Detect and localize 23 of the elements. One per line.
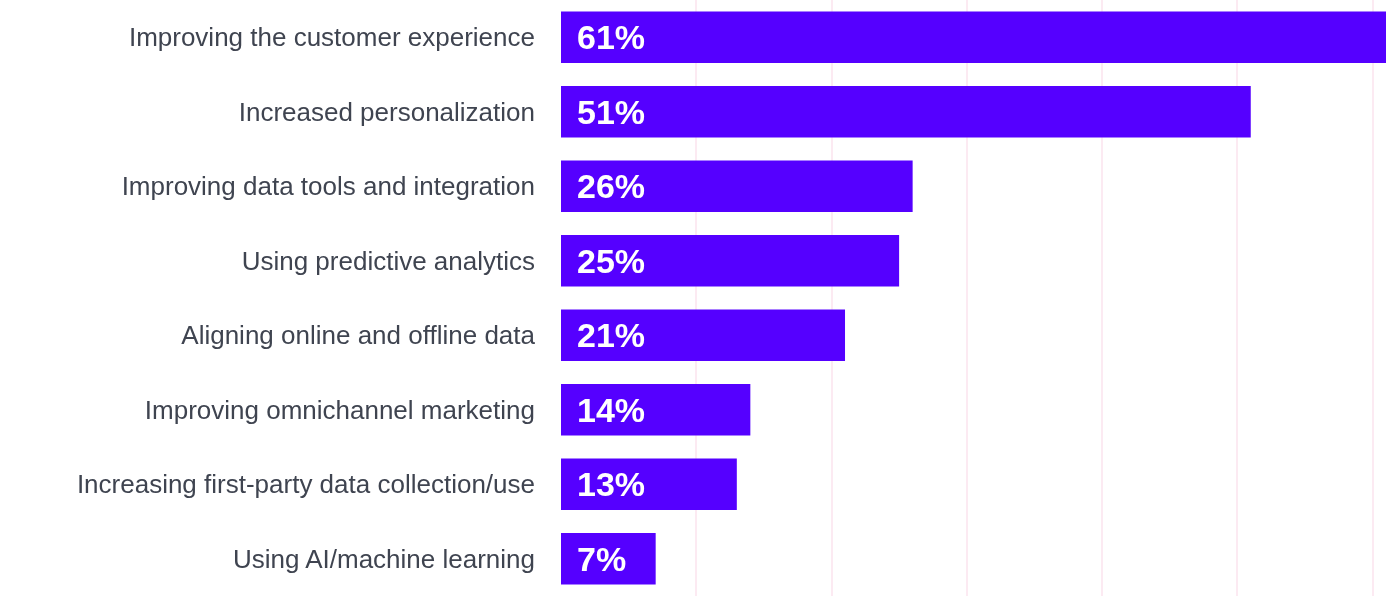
data-label: 51% xyxy=(577,92,646,131)
data-label: 61% xyxy=(577,18,646,57)
y-tick-label: Improving omnichannel marketing xyxy=(144,394,535,425)
bar xyxy=(561,160,913,212)
data-label: 13% xyxy=(577,465,646,504)
data-label: 21% xyxy=(577,316,646,355)
data-label: 26% xyxy=(577,167,646,206)
y-tick-label: Improving data tools and integration xyxy=(121,171,535,202)
y-tick-label: Increased personalization xyxy=(238,96,535,127)
y-tick-label: Using AI/machine learning xyxy=(232,543,535,574)
bar xyxy=(561,235,900,287)
bar xyxy=(561,384,751,436)
y-tick-label: Increasing first-party data collection/use xyxy=(76,469,535,500)
data-label: 7% xyxy=(577,539,627,578)
bar xyxy=(561,86,1251,138)
y-tick-label: Aligning online and offline data xyxy=(181,320,536,351)
bar xyxy=(561,309,846,361)
y-tick-label: Using predictive analytics xyxy=(241,245,535,276)
bar xyxy=(561,458,737,510)
y-tick-label: Improving the customer experience xyxy=(128,22,535,53)
data-label: 14% xyxy=(577,390,646,429)
bar xyxy=(561,11,1386,63)
data-label: 25% xyxy=(577,241,646,280)
